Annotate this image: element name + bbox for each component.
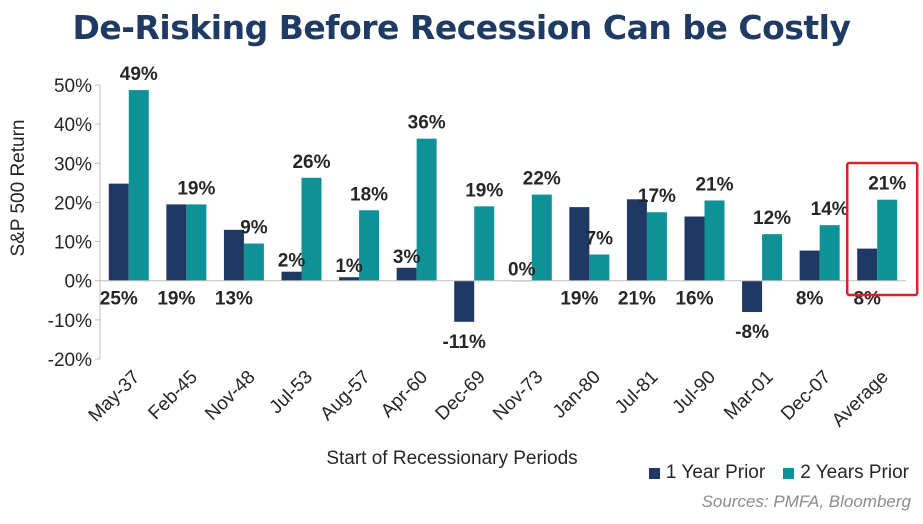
bar-2-years-prior-aug-57 bbox=[359, 210, 380, 281]
legend-swatch-2-years-prior bbox=[783, 467, 795, 479]
y-axis-title: S&P 500 Return bbox=[8, 120, 29, 257]
highlight bbox=[845, 161, 919, 297]
bar-1-year-prior-apr-60 bbox=[396, 267, 417, 281]
bar-label-1-year-prior-jul-90: 16% bbox=[675, 289, 713, 310]
bar-2-years-prior-nov-48 bbox=[243, 243, 264, 281]
x-tick-label-may-37: May-37 bbox=[85, 367, 145, 427]
y-tick-label: 10% bbox=[54, 233, 92, 254]
bar-label-2-years-prior-dec-07: 14% bbox=[811, 199, 849, 220]
y-tick-label: -20% bbox=[48, 350, 92, 371]
bar-2-years-prior-mar-01 bbox=[762, 234, 783, 281]
bar-label-2-years-prior-apr-60: 36% bbox=[408, 113, 446, 134]
x-tick-label-nov-48: Nov-48 bbox=[201, 367, 259, 425]
bar-2-years-prior-jul-53 bbox=[301, 177, 322, 281]
y-tick-label: -10% bbox=[48, 311, 92, 332]
y-tick-label: 20% bbox=[54, 193, 92, 214]
bar-label-1-year-prior-mar-01: -8% bbox=[735, 322, 769, 343]
bar-1-year-prior-mar-01 bbox=[742, 280, 763, 313]
bar-label-2-years-prior-nov-48: 9% bbox=[240, 218, 268, 239]
bar-label-1-year-prior-dec-69: -11% bbox=[443, 332, 486, 353]
bar-1-year-prior-nov-48 bbox=[223, 229, 244, 281]
x-tick-label-nov-73: Nov-73 bbox=[489, 367, 547, 425]
bar-label-2-years-prior-jul-90: 21% bbox=[695, 174, 733, 195]
bar-label-2-years-prior-jan-80: 7% bbox=[586, 228, 614, 249]
bar-2-years-prior-jan-80 bbox=[589, 254, 610, 281]
x-tick-label-apr-60: Apr-60 bbox=[377, 367, 432, 422]
bar-2-years-prior-dec-69 bbox=[474, 206, 495, 281]
bar-1-year-prior-aug-57 bbox=[339, 277, 360, 281]
x-tick-label-jul-81: Jul-81 bbox=[611, 367, 662, 418]
bar-label-1-year-prior-average: 8% bbox=[853, 289, 881, 310]
bar-label-1-year-prior-jan-80: 19% bbox=[560, 289, 598, 310]
legend-item-1-year-prior: 1 Year Prior bbox=[648, 462, 766, 484]
x-tick-label-aug-57: Aug-57 bbox=[316, 367, 374, 425]
bar-1-year-prior-jan-80 bbox=[569, 207, 590, 281]
bar-1-year-prior-average bbox=[857, 248, 878, 281]
x-tick-label-dec-69: Dec-69 bbox=[432, 367, 490, 425]
legend-swatch-1-year-prior bbox=[648, 467, 660, 479]
bar-label-2-years-prior-dec-69: 19% bbox=[465, 180, 503, 201]
legend: 1 Year Prior 2 Years Prior bbox=[648, 462, 909, 484]
bar-2-years-prior-jul-81 bbox=[646, 212, 667, 281]
bar-1-year-prior-feb-45 bbox=[166, 204, 187, 281]
y-axis: -20% -10% 0% 10% 20% 30% 40% 50% bbox=[48, 76, 101, 371]
bar-labels: 25% 49% 19% 19% 13% 9% 2% 26% 1% 18% 3% 36% -11% 19% 0… bbox=[100, 64, 907, 353]
bar-2-years-prior-jul-90 bbox=[704, 200, 725, 281]
y-tick-label: 30% bbox=[54, 154, 92, 175]
bar-label-1-year-prior-jul-81: 21% bbox=[618, 289, 656, 310]
bar-2-years-prior-average bbox=[877, 199, 898, 281]
highlight-box bbox=[845, 161, 919, 297]
bars bbox=[108, 90, 898, 322]
bar-label-1-year-prior-nov-48: 13% bbox=[215, 289, 253, 310]
source-note: Sources: PMFA, Bloomberg bbox=[701, 492, 911, 511]
bar-label-1-year-prior-nov-73: 0% bbox=[508, 260, 536, 281]
bar-label-1-year-prior-jul-53: 2% bbox=[278, 251, 306, 272]
x-axis: May-37 Feb-45 Nov-48 Jul-53 Aug-57 Apr-60 Dec-… bbox=[85, 280, 906, 432]
bar-label-2-years-prior-mar-01: 12% bbox=[753, 208, 791, 229]
bar-2-years-prior-nov-73 bbox=[531, 194, 552, 281]
bar-1-year-prior-jul-90 bbox=[684, 216, 705, 281]
x-tick-label-dec-07: Dec-07 bbox=[777, 367, 835, 425]
bar-label-1-year-prior-dec-07: 8% bbox=[796, 289, 824, 310]
bar-label-1-year-prior-aug-57: 1% bbox=[335, 256, 363, 277]
legend-label-2-years-prior: 2 Years Prior bbox=[800, 462, 909, 483]
bar-2-years-prior-may-37 bbox=[128, 90, 149, 281]
bar-1-year-prior-dec-07 bbox=[799, 250, 820, 281]
chart-title: De-Risking Before Recession Can be Costl… bbox=[72, 8, 851, 47]
x-tick-label-jan-80: Jan-80 bbox=[549, 367, 605, 423]
x-axis-title: Start of Recessionary Periods bbox=[326, 448, 577, 469]
x-tick-label-average: Average bbox=[828, 367, 893, 432]
y-tick-label: 50% bbox=[54, 76, 92, 97]
bar-1-year-prior-may-37 bbox=[108, 183, 129, 281]
bar-label-2-years-prior-jul-81: 17% bbox=[638, 186, 676, 207]
bar-2-years-prior-feb-45 bbox=[186, 204, 207, 281]
bar-label-2-years-prior-feb-45: 19% bbox=[177, 178, 215, 199]
bar-label-1-year-prior-feb-45: 19% bbox=[157, 289, 195, 310]
legend-item-2-years-prior: 2 Years Prior bbox=[783, 462, 909, 484]
bar-label-2-years-prior-nov-73: 22% bbox=[523, 169, 561, 190]
y-tick-label: 0% bbox=[65, 272, 93, 293]
y-tick-label: 40% bbox=[54, 115, 92, 136]
bar-1-year-prior-jul-81 bbox=[626, 199, 647, 281]
bar-label-2-years-prior-may-37: 49% bbox=[120, 64, 158, 85]
x-tick-label-mar-01: Mar-01 bbox=[720, 367, 777, 424]
x-tick-label-jul-90: Jul-90 bbox=[669, 367, 720, 418]
x-tick-label-jul-53: Jul-53 bbox=[266, 367, 317, 418]
bar-2-years-prior-apr-60 bbox=[416, 138, 437, 281]
bar-2-years-prior-dec-07 bbox=[819, 225, 840, 281]
bar-1-year-prior-dec-69 bbox=[454, 280, 475, 322]
bar-label-1-year-prior-may-37: 25% bbox=[100, 289, 138, 310]
legend-label-1-year-prior: 1 Year Prior bbox=[665, 462, 766, 483]
bar-label-2-years-prior-average: 21% bbox=[868, 174, 906, 195]
bar-1-year-prior-jul-53 bbox=[281, 271, 302, 281]
bar-label-1-year-prior-apr-60: 3% bbox=[393, 247, 421, 268]
x-tick-label-feb-45: Feb-45 bbox=[144, 367, 201, 424]
bar-label-2-years-prior-jul-53: 26% bbox=[292, 152, 330, 173]
bar-label-2-years-prior-aug-57: 18% bbox=[350, 184, 388, 205]
